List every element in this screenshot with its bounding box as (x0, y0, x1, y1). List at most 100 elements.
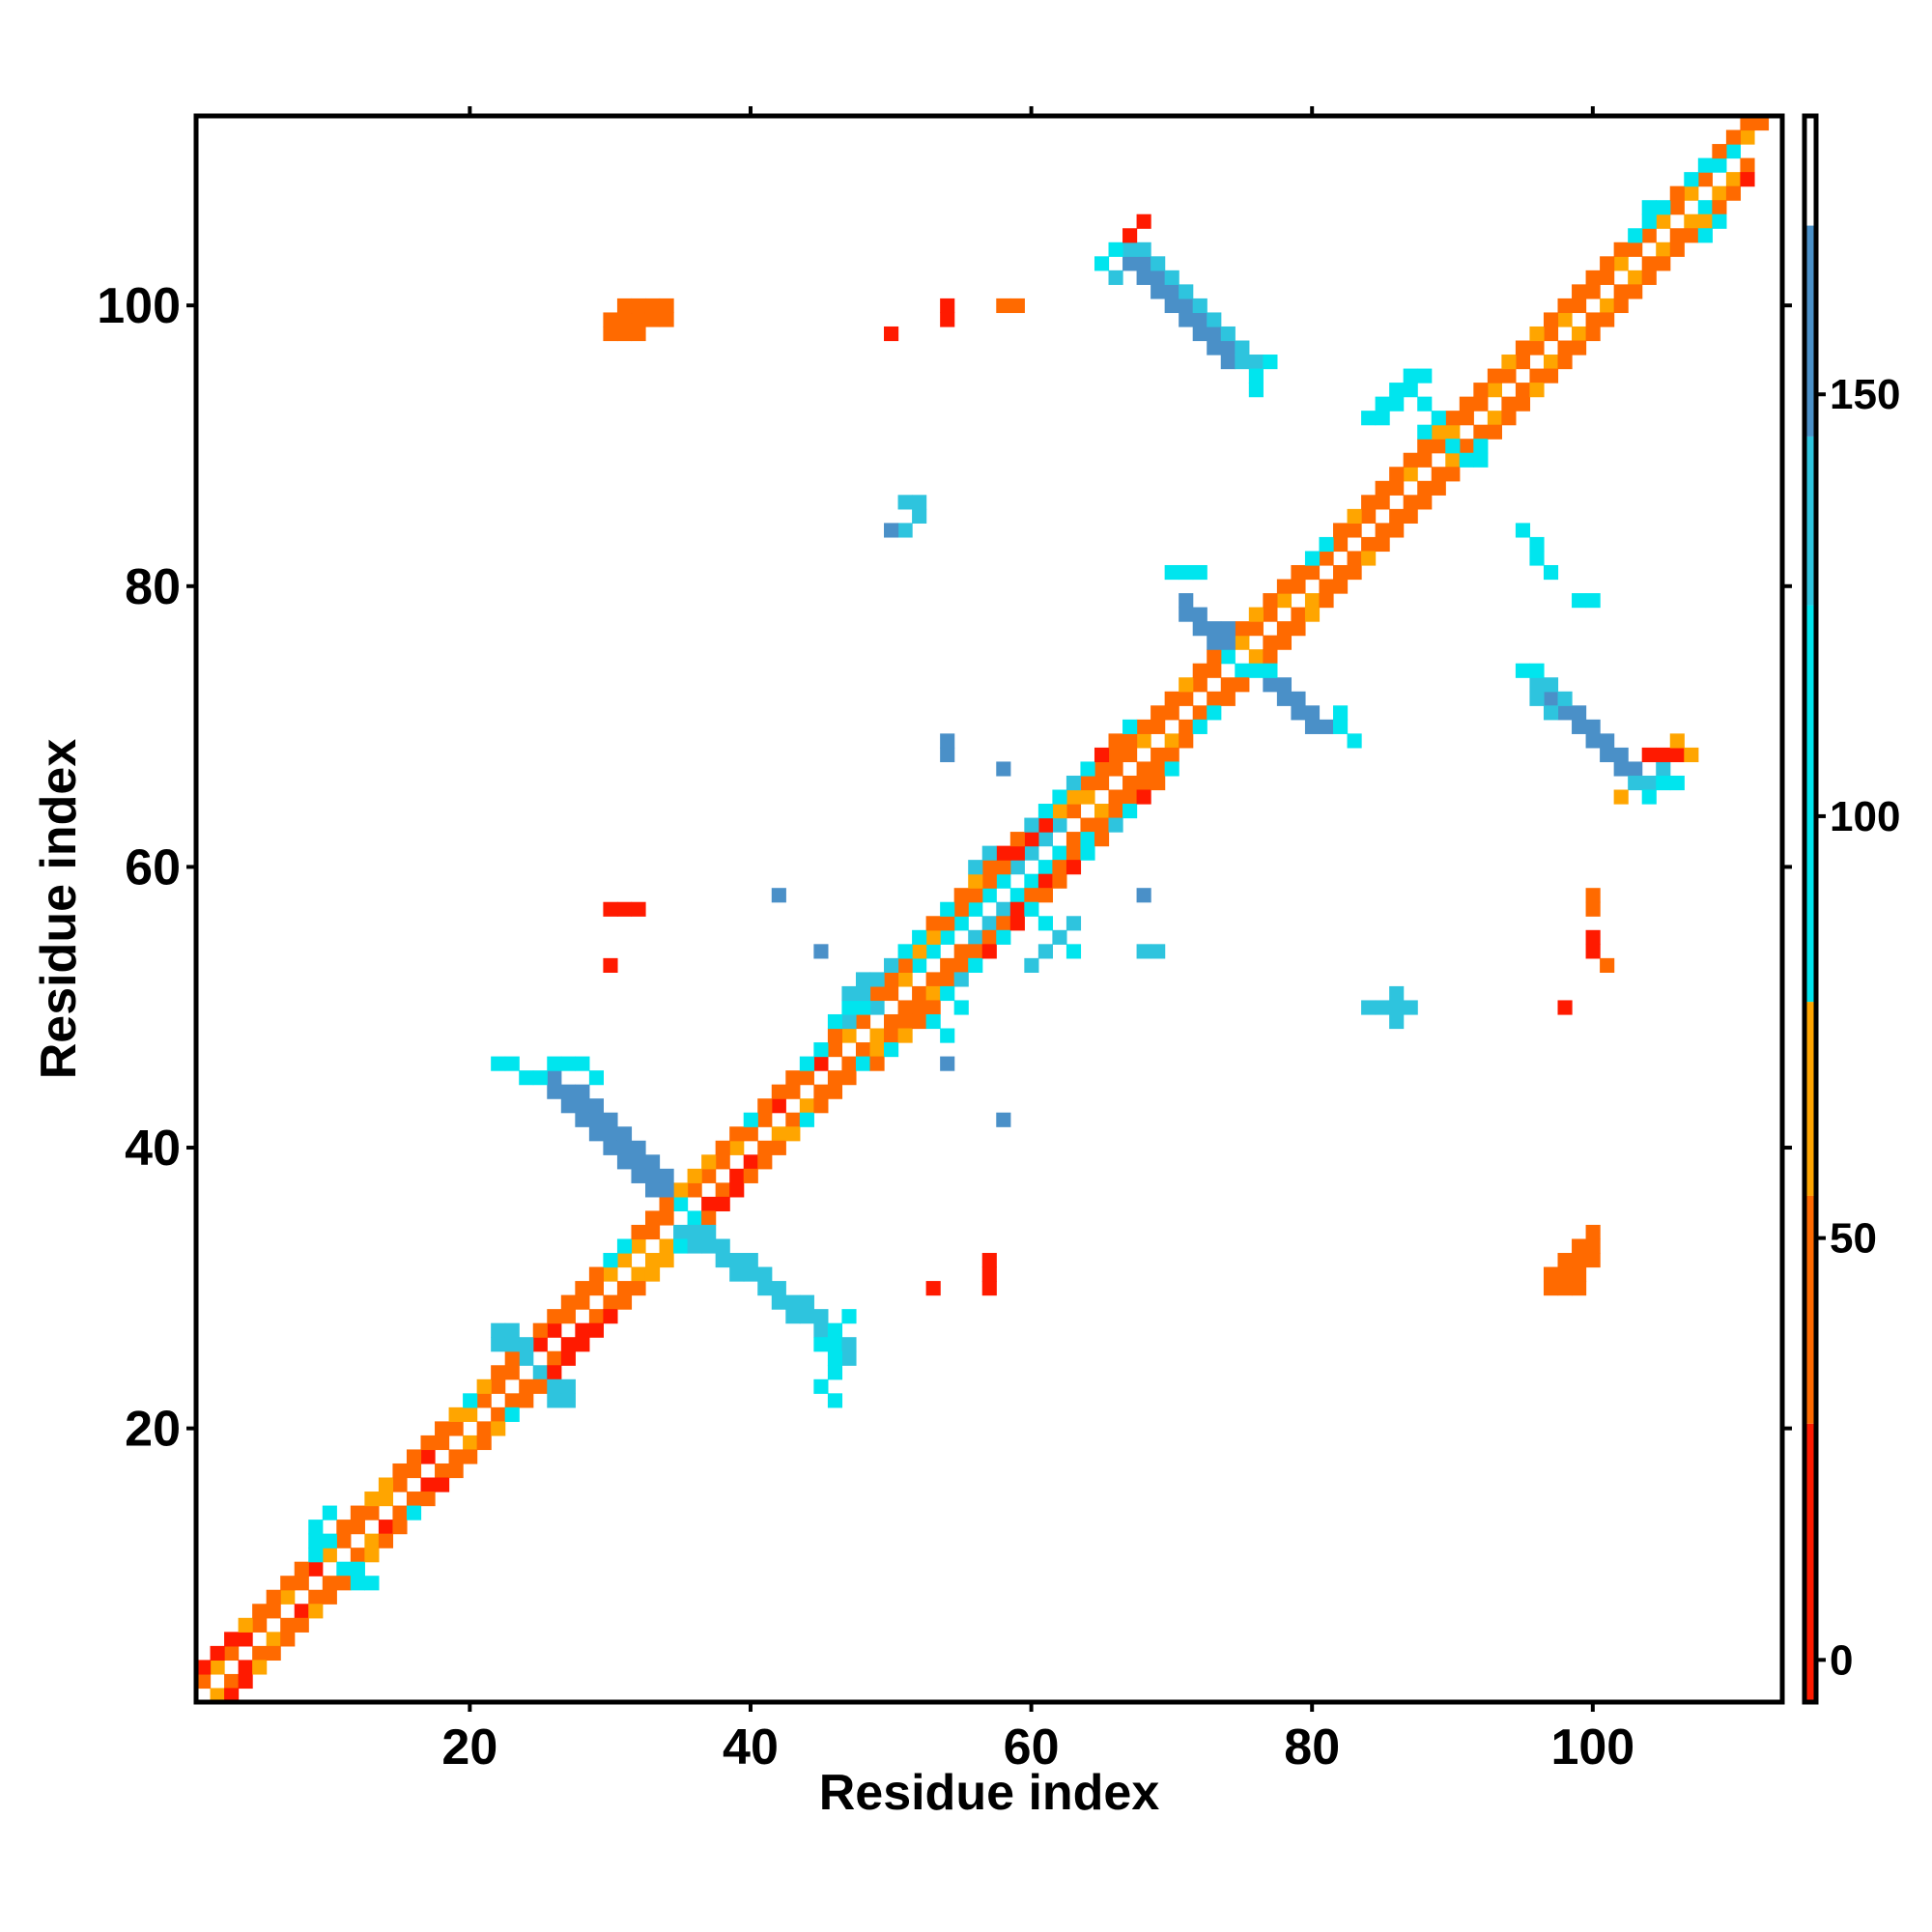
heatmap-cell (1431, 424, 1446, 440)
heatmap-cell (420, 1449, 436, 1464)
heatmap-cell (996, 298, 1011, 314)
heatmap-cell (1164, 284, 1179, 299)
heatmap-cell (532, 1365, 548, 1380)
heatmap-cell (1529, 663, 1545, 678)
heatmap-cell (588, 1266, 604, 1282)
y-tick-label: 20 (125, 1402, 181, 1458)
heatmap-cell (925, 1000, 941, 1015)
heatmap-cell (1501, 355, 1517, 370)
heatmap-cell (588, 1309, 604, 1324)
heatmap-cell (884, 1028, 899, 1043)
heatmap-cell (827, 1013, 843, 1030)
heatmap-cell (925, 985, 941, 1002)
heatmap-cell (532, 1378, 548, 1394)
heatmap-cell (1094, 747, 1110, 763)
heatmap-cell (1459, 396, 1474, 412)
heatmap-cell (912, 508, 927, 524)
heatmap-cell (1445, 424, 1461, 440)
heatmap-cell (1501, 368, 1517, 384)
heatmap-cell (1333, 536, 1349, 553)
heatmap-cell (420, 1492, 436, 1507)
heatmap-cell (392, 1477, 408, 1492)
heatmap-cell (1389, 467, 1405, 482)
heatmap-cells (196, 116, 1770, 1703)
heatmap-cell (912, 1013, 927, 1030)
heatmap-cell (729, 1266, 745, 1282)
heatmap-cell (1656, 242, 1671, 257)
heatmap-cell (1600, 733, 1615, 749)
heatmap-cell (715, 1196, 730, 1212)
y-tick-label: 60 (125, 839, 181, 895)
heatmap-cell (1304, 607, 1321, 622)
heatmap-cell (785, 1084, 801, 1099)
heatmap-cell (1473, 424, 1489, 440)
heatmap-cell (1207, 705, 1222, 721)
colorbar-tick-label: 100 (1830, 793, 1900, 840)
heatmap-cell (1179, 733, 1194, 749)
heatmap-cell (1052, 804, 1067, 819)
heatmap-cell (757, 1154, 773, 1170)
heatmap-cell (1445, 439, 1461, 454)
heatmap-cell (575, 1098, 590, 1114)
heatmap-cell (631, 1281, 646, 1296)
x-tick-label: 40 (723, 1719, 779, 1776)
heatmap-cell (1080, 761, 1095, 777)
heatmap-cell (925, 916, 941, 931)
heatmap-cell (1572, 705, 1587, 721)
heatmap-cell (575, 1322, 590, 1338)
heatmap-cell (547, 1070, 562, 1086)
heatmap-cell (813, 1084, 829, 1099)
heatmap-cell (1122, 228, 1138, 243)
heatmap-cell (1037, 916, 1053, 931)
heatmap-cell (1403, 1000, 1418, 1015)
heatmap-cell (757, 1112, 773, 1127)
heatmap-cell (491, 1056, 506, 1071)
heatmap-cell (1291, 579, 1306, 594)
heatmap-cell (1037, 804, 1053, 819)
heatmap-cell (1600, 256, 1615, 271)
heatmap-cell (448, 1406, 464, 1422)
heatmap-cell (1403, 495, 1418, 510)
heatmap-cell (1712, 144, 1727, 159)
heatmap-cell (1065, 804, 1082, 819)
heatmap-cell (1628, 775, 1643, 791)
heatmap-cell (687, 1182, 702, 1198)
heatmap-cell (897, 944, 913, 959)
heatmap-cell (884, 957, 899, 973)
heatmap-cell (392, 1505, 408, 1520)
heatmap-cell (631, 1238, 646, 1254)
heatmap-cell (1431, 467, 1446, 482)
heatmap-cell (813, 1322, 829, 1338)
heatmap-cell (560, 1084, 576, 1099)
heatmap-cell (210, 1688, 225, 1703)
heatmap-cell (1179, 719, 1194, 734)
heatmap-cell (687, 1168, 702, 1183)
heatmap-cell (1151, 944, 1166, 959)
heatmap-cell (644, 1154, 661, 1170)
heatmap-cell (799, 1070, 814, 1086)
heatmap-cell (1613, 298, 1629, 314)
heatmap-cell (1291, 621, 1306, 637)
heatmap-cell (884, 326, 899, 342)
heatmap-cell (1263, 607, 1278, 622)
heatmap-cell (884, 985, 899, 1002)
heatmap-cell (1094, 775, 1110, 791)
heatmap-cell (1151, 256, 1166, 271)
heatmap-cell (1628, 270, 1643, 285)
heatmap-cell (996, 761, 1011, 777)
heatmap-cell (547, 1393, 562, 1408)
heatmap-cell (1136, 761, 1151, 777)
heatmap-cell (224, 1632, 240, 1647)
heatmap-cell (491, 1322, 506, 1338)
heatmap-cell (1192, 621, 1208, 637)
heatmap-cell (841, 1028, 857, 1043)
heatmap-cell (1136, 270, 1151, 285)
heatmap-cell (1557, 1266, 1573, 1282)
heatmap-cell (771, 1294, 786, 1310)
heatmap-cell (1065, 845, 1082, 861)
heatmap-cell (1684, 185, 1699, 201)
heatmap-cell (644, 298, 661, 314)
heatmap-cell (519, 1070, 534, 1086)
heatmap-cell (463, 1406, 478, 1422)
heatmap-cell (491, 1337, 506, 1352)
